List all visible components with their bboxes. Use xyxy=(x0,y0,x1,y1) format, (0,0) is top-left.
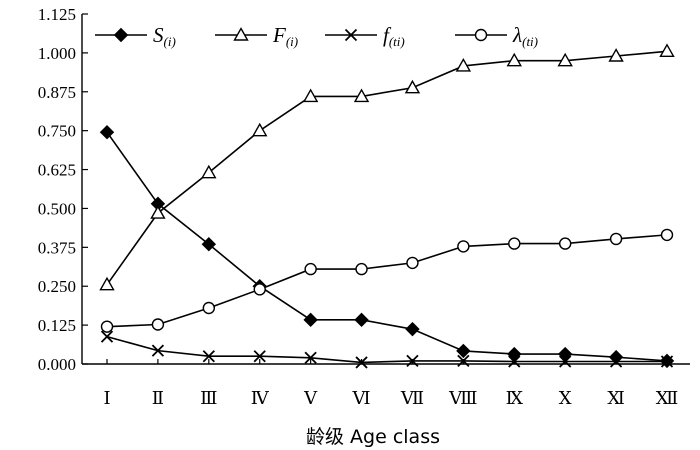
data-point xyxy=(202,350,215,363)
y-tick-label: 0.625 xyxy=(38,161,76,180)
data-point xyxy=(609,355,623,368)
data-point xyxy=(354,312,369,328)
data-point xyxy=(404,79,421,94)
data-point xyxy=(557,346,573,362)
series-line xyxy=(106,335,667,364)
data-point xyxy=(506,52,522,67)
y-tick-label: 1.000 xyxy=(38,44,76,63)
legend-item: F(i) xyxy=(215,23,298,49)
data-point xyxy=(608,349,624,365)
series-diamond xyxy=(99,125,675,369)
series-cross xyxy=(100,330,674,369)
legend-label: λ(ti) xyxy=(512,23,538,49)
data-point xyxy=(100,320,114,333)
data-point xyxy=(99,125,115,140)
data-point xyxy=(304,262,317,276)
series-line xyxy=(106,131,668,362)
data-point xyxy=(201,237,217,252)
x-tick-label: Ⅸ xyxy=(506,388,524,408)
y-tick-label: 0.250 xyxy=(38,277,76,296)
data-point xyxy=(353,88,370,103)
data-point xyxy=(202,301,216,315)
y-tick-label: 1.125 xyxy=(38,5,76,24)
legend-item: f(ti) xyxy=(325,23,405,49)
y-tick-label: 0.375 xyxy=(38,238,76,257)
data-point xyxy=(150,205,166,219)
x-tick-label: Ⅰ xyxy=(103,388,110,408)
data-point xyxy=(100,330,114,343)
data-point xyxy=(406,354,419,368)
x-tick-label: Ⅲ xyxy=(200,388,217,408)
data-point xyxy=(99,276,115,291)
legend-marker xyxy=(344,28,358,42)
data-point xyxy=(252,122,268,137)
x-tick-label: Ⅺ xyxy=(607,388,624,408)
legend-item: S(i) xyxy=(95,23,176,49)
data-point xyxy=(659,43,675,58)
legend-item: λ(ti) xyxy=(455,23,538,49)
x-tick-label: Ⅹ xyxy=(559,388,572,408)
x-tick-label: Ⅱ xyxy=(152,388,164,408)
data-point xyxy=(405,321,420,337)
legend-marker xyxy=(474,28,488,42)
legend-marker xyxy=(233,27,249,41)
data-point xyxy=(151,344,165,357)
series-group xyxy=(99,43,675,369)
data-point xyxy=(355,356,368,369)
data-point xyxy=(559,355,572,368)
data-point xyxy=(609,232,623,246)
legend-label: S(i) xyxy=(153,23,176,49)
x-axis-ticks: Ⅰ Ⅱ Ⅲ Ⅳ Ⅴ Ⅵ Ⅶ Ⅷ Ⅸ Ⅹ Ⅺ Ⅻ xyxy=(103,359,678,408)
y-tick-label: 0.125 xyxy=(38,316,76,335)
data-point xyxy=(508,355,521,368)
y-tick-label: 0.500 xyxy=(38,199,76,218)
data-point xyxy=(201,164,217,179)
data-point xyxy=(253,350,266,363)
data-point xyxy=(406,256,419,270)
data-point xyxy=(303,312,318,328)
data-point xyxy=(456,343,471,359)
data-point xyxy=(304,351,317,364)
data-point xyxy=(507,346,522,362)
data-point xyxy=(457,354,470,368)
legend-label: f(ti) xyxy=(383,23,405,49)
y-tick-label: 0.875 xyxy=(38,83,76,102)
data-point xyxy=(253,283,266,296)
legend-marker xyxy=(113,27,129,43)
axes xyxy=(81,14,690,365)
data-point xyxy=(457,240,470,253)
legend: S(i) F(i) f(ti) λ(ti) xyxy=(95,23,538,49)
data-point xyxy=(355,262,368,276)
x-tick-label: Ⅴ xyxy=(303,388,318,408)
y-tick-label: 0.000 xyxy=(38,355,76,374)
data-point xyxy=(557,52,573,67)
series-triangle xyxy=(99,43,675,291)
data-point xyxy=(455,58,472,72)
x-tick-label: Ⅵ xyxy=(351,388,370,408)
x-axis-title: 龄级 Age class xyxy=(306,426,440,448)
data-point xyxy=(302,88,319,103)
x-tick-label: Ⅷ xyxy=(448,388,477,408)
y-tick-label: 0.750 xyxy=(38,122,76,141)
series-line xyxy=(106,234,668,328)
x-tick-label: Ⅳ xyxy=(251,388,270,408)
y-axis-ticks: 0.000 0.125 0.250 0.375 0.500 0.625 0.750 0.875… xyxy=(38,5,88,374)
series-line xyxy=(106,50,668,286)
data-point xyxy=(660,355,674,368)
legend-label: F(i) xyxy=(272,23,298,49)
data-point xyxy=(558,237,572,250)
data-point xyxy=(151,318,165,331)
x-tick-label: Ⅶ xyxy=(400,388,424,408)
data-point xyxy=(508,237,521,250)
x-tick-label: Ⅻ xyxy=(656,388,679,408)
data-point xyxy=(660,228,674,242)
series-circle xyxy=(100,228,674,333)
data-point xyxy=(608,48,624,62)
